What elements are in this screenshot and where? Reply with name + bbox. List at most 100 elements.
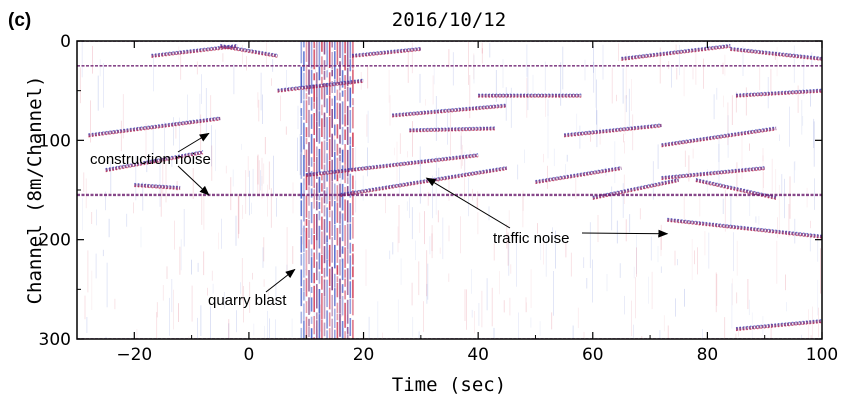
noise-streak bbox=[464, 158, 465, 201]
quarry-trace bbox=[323, 296, 326, 319]
quarry-trace bbox=[328, 287, 331, 310]
noise-streak bbox=[730, 196, 732, 228]
quarry-trace bbox=[323, 267, 326, 278]
noise-streak bbox=[429, 236, 431, 255]
traffic-track bbox=[478, 93, 582, 98]
traffic-track bbox=[735, 319, 822, 332]
quarry-trace bbox=[310, 188, 313, 198]
noise-streak bbox=[660, 266, 662, 273]
y-axis-title: Channel (8m/Channel) bbox=[24, 76, 46, 305]
quarry-trace bbox=[310, 114, 313, 129]
quarry-trace bbox=[336, 202, 339, 223]
noise-streak bbox=[87, 250, 89, 293]
quarry-trace bbox=[308, 166, 310, 186]
noise-streak bbox=[407, 151, 408, 158]
quarry-trace bbox=[316, 146, 318, 157]
quarry-trace bbox=[352, 243, 354, 252]
quarry-trace bbox=[313, 41, 315, 49]
noise-streak bbox=[762, 155, 764, 193]
noise-streak bbox=[448, 179, 450, 201]
quarry-trace bbox=[344, 278, 346, 287]
quarry-trace bbox=[300, 269, 303, 287]
noise-streak bbox=[392, 242, 394, 255]
noise-streak bbox=[478, 303, 480, 326]
quarry-trace bbox=[308, 270, 310, 292]
noise-streak bbox=[735, 91, 737, 113]
noise-streak bbox=[267, 184, 268, 217]
noise-streak bbox=[524, 149, 525, 164]
noise-streak bbox=[437, 210, 439, 223]
noise-streak bbox=[299, 86, 301, 113]
quarry-trace bbox=[326, 173, 328, 182]
noise-streak bbox=[400, 258, 402, 285]
noise-streak bbox=[575, 177, 577, 200]
noise-streak bbox=[508, 210, 510, 227]
quarry-trace bbox=[336, 321, 339, 339]
noise-streak bbox=[286, 264, 288, 272]
panel-label: (c) bbox=[8, 10, 31, 31]
noise-streak bbox=[267, 287, 269, 305]
noise-streak bbox=[502, 59, 504, 88]
quarry-trace bbox=[308, 96, 310, 106]
noise-streak bbox=[260, 170, 261, 191]
noise-streak bbox=[731, 283, 733, 329]
quarry-trace bbox=[336, 157, 339, 175]
quarry-trace bbox=[310, 257, 313, 283]
noise-streak bbox=[305, 269, 307, 303]
noise-streak bbox=[203, 196, 205, 230]
quarry-trace bbox=[352, 148, 354, 172]
y-tick-label: 300 bbox=[39, 330, 71, 350]
quarry-trace bbox=[310, 297, 313, 312]
quarry-trace bbox=[318, 194, 321, 201]
noise-streak bbox=[576, 113, 578, 136]
noise-streak bbox=[439, 247, 441, 254]
noise-streak bbox=[280, 95, 281, 122]
quarry-trace bbox=[349, 298, 352, 314]
noise-streak bbox=[175, 125, 177, 139]
quarry-trace bbox=[346, 299, 349, 324]
quarry-trace bbox=[339, 211, 341, 224]
noise-streak bbox=[735, 333, 737, 339]
quarry-trace bbox=[321, 41, 323, 52]
quarry-trace bbox=[300, 311, 303, 324]
quarry-trace bbox=[321, 275, 323, 290]
quarry-trace bbox=[300, 288, 303, 307]
noise-streak bbox=[460, 216, 461, 254]
noise-streak bbox=[448, 49, 450, 68]
quarry-trace bbox=[336, 174, 339, 182]
quarry-trace bbox=[321, 231, 323, 255]
quarry-trace bbox=[341, 246, 344, 254]
quarry-trace bbox=[308, 69, 310, 95]
quarry-trace bbox=[346, 327, 349, 334]
noise-streak bbox=[505, 87, 507, 121]
noise-streak bbox=[699, 195, 701, 217]
quarry-trace bbox=[313, 214, 315, 234]
quarry-trace bbox=[341, 101, 344, 125]
noise-streak bbox=[763, 172, 764, 188]
annotation-quarry-blast: quarry blast bbox=[208, 292, 287, 309]
noise-streak bbox=[724, 54, 726, 76]
noise-streak bbox=[657, 246, 659, 263]
traffic-track bbox=[730, 46, 822, 61]
quarry-trace bbox=[308, 239, 310, 265]
x-tick-label: 0 bbox=[244, 345, 255, 365]
noise-streak bbox=[415, 240, 416, 261]
noise-streak bbox=[516, 241, 517, 287]
noise-streak bbox=[447, 111, 448, 145]
quarry-trace bbox=[305, 127, 308, 138]
y-tick-label: 200 bbox=[39, 231, 71, 251]
quarry-trace bbox=[300, 66, 303, 88]
noise-streak bbox=[718, 137, 720, 184]
noise-streak bbox=[409, 197, 410, 219]
quarry-trace bbox=[334, 329, 336, 339]
noise-streak bbox=[258, 99, 260, 122]
noise-streak bbox=[418, 261, 420, 296]
quarry-trace bbox=[300, 182, 303, 199]
quarry-trace bbox=[344, 144, 346, 165]
noise-streak bbox=[716, 274, 718, 306]
quarry-trace bbox=[352, 253, 354, 265]
noise-streak bbox=[297, 137, 298, 171]
quarry-trace bbox=[321, 197, 323, 214]
noise-streak bbox=[540, 236, 542, 261]
quarry-trace bbox=[316, 182, 318, 201]
